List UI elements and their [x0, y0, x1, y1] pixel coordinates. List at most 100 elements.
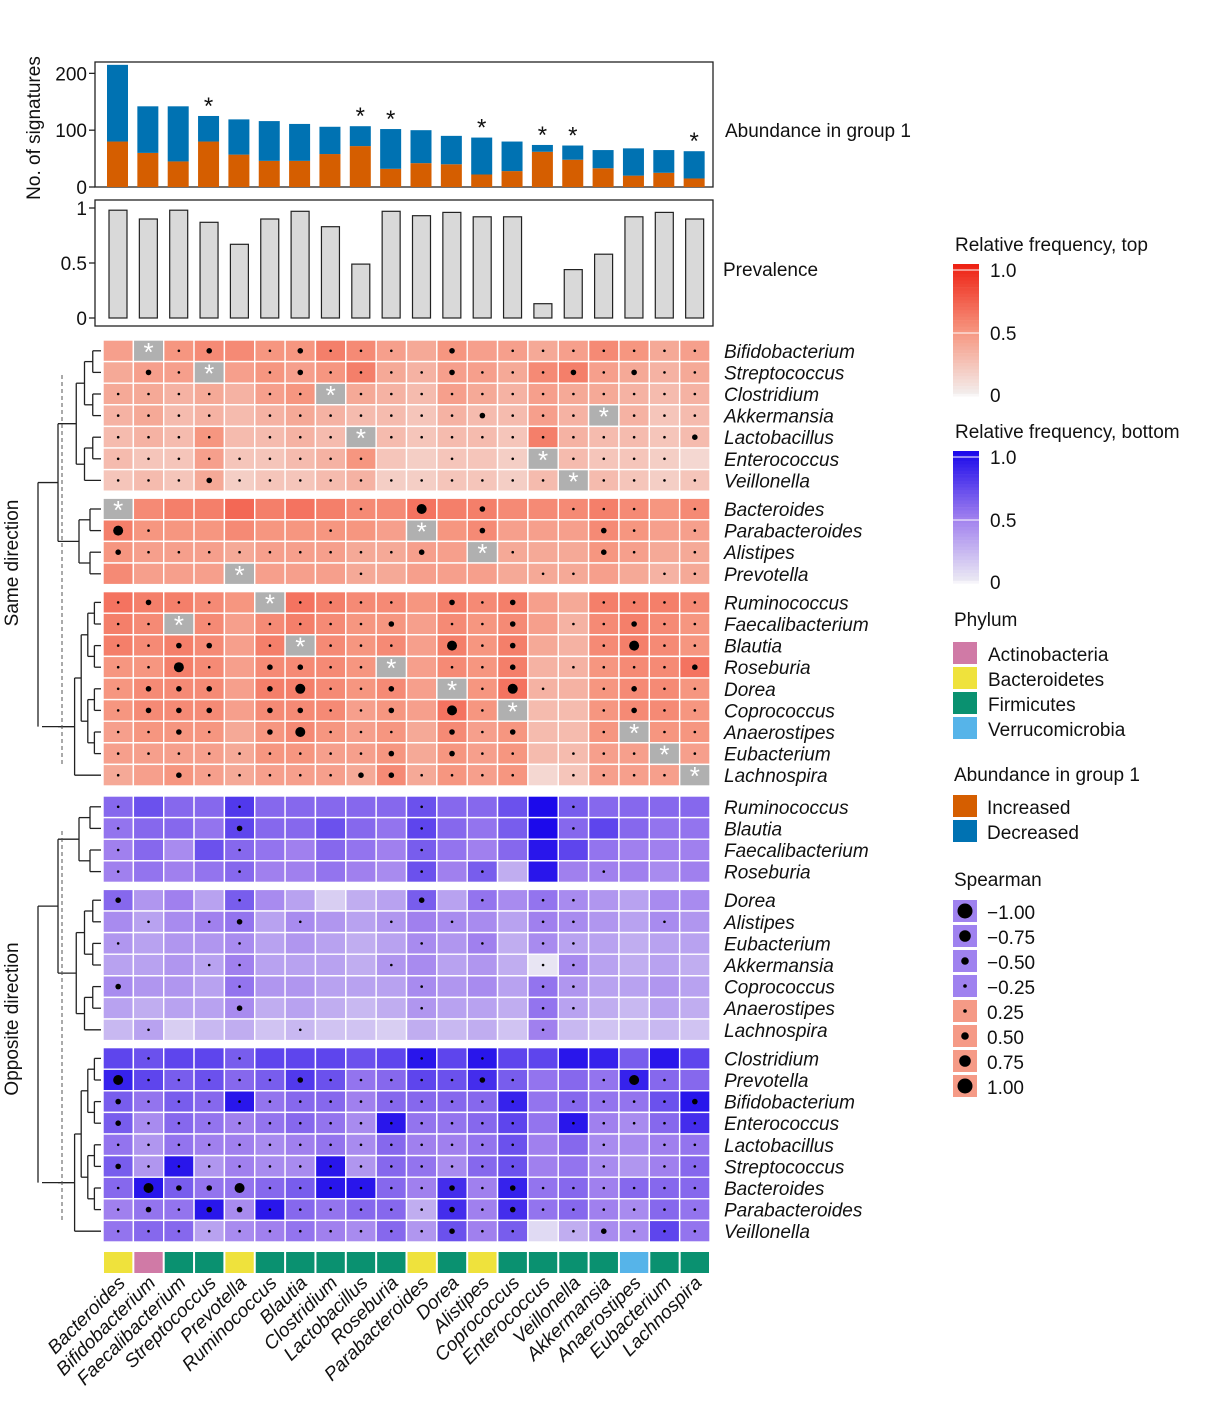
spearman-dot [541, 572, 545, 576]
spearman-dot [145, 707, 152, 714]
spearman-dot [329, 1208, 332, 1211]
spearman-dot [329, 435, 332, 439]
phylum-cell [407, 1252, 436, 1273]
spearman-dot [693, 709, 697, 712]
colorbar-red-step [953, 330, 979, 334]
phylum-cell [559, 1252, 588, 1273]
spearman-dot [450, 1165, 454, 1168]
heatmap-cell [132, 562, 165, 586]
legend-title-abundance: Abundance in group 1 [954, 765, 1140, 786]
spearman-dot [390, 601, 393, 604]
spearman-dot [115, 1120, 121, 1126]
spearman-dot [602, 371, 606, 374]
row-label: Akkermansia [723, 956, 834, 977]
self-asterisk: * [356, 423, 366, 453]
spearman-dot [147, 457, 150, 461]
spearman-dot [238, 1229, 241, 1233]
spearman-dot [359, 709, 363, 712]
row-label: Ruminococcus [724, 593, 849, 614]
heatmap-cell [436, 931, 468, 955]
spearman-dot [511, 773, 515, 777]
heatmap-cell [193, 1046, 226, 1070]
spearman-dot [298, 1208, 302, 1211]
spearman-dot [632, 349, 636, 353]
heatmap-cell [618, 816, 651, 840]
spearman-dot [600, 549, 607, 555]
spearman-dot [116, 414, 120, 417]
bar-increased [653, 172, 675, 187]
heatmap-cell [527, 655, 559, 679]
bar-decreased [228, 119, 250, 155]
colorbar-blue-step [953, 569, 979, 574]
colorbar-blue-step [953, 563, 979, 567]
heatmap-cell [648, 996, 681, 1020]
spearman-dot [268, 644, 272, 647]
spearman-dot [359, 644, 363, 647]
spearman-dot [329, 371, 332, 374]
spearman-dot [207, 550, 211, 554]
spearman-dot [238, 1143, 241, 1147]
spearman-dot [663, 457, 666, 461]
spearman-dot [147, 665, 150, 669]
spearman-dot [268, 435, 272, 439]
heatmap-cell [496, 795, 529, 819]
heatmap-cell [162, 816, 195, 840]
heatmap-cell [587, 1046, 620, 1070]
phylum-cell [680, 1252, 709, 1273]
spearman-dot [511, 414, 515, 417]
spearman-dot [572, 414, 575, 417]
spearman-dot [116, 827, 120, 830]
colorbar-red-step [953, 359, 979, 364]
heatmap-cell [314, 996, 347, 1020]
heatmap-cell [284, 996, 317, 1020]
colorbar-blue-step [953, 510, 979, 514]
heatmap-cell [223, 382, 256, 406]
spearman-dot [693, 507, 697, 511]
spearman-dot [449, 1228, 455, 1234]
colorbar-red-step [953, 382, 979, 387]
phylum-cell [528, 1252, 558, 1273]
spearman-dot [115, 983, 121, 990]
heatmap-cell [436, 519, 468, 543]
spearman-dot [420, 805, 423, 809]
spearman-dot [602, 644, 606, 647]
colorbar-red-step [953, 326, 979, 331]
heatmap-cell [436, 975, 468, 999]
spearman-dot [509, 621, 516, 627]
heatmap-cell [648, 888, 681, 912]
spearman-dot [541, 479, 545, 482]
spearman-dot [632, 752, 636, 755]
heatmap-cell [678, 860, 711, 884]
spearman-dot [238, 457, 241, 461]
spearman-dot [388, 750, 395, 757]
spearman-dot [116, 709, 120, 712]
spearman-legend-dot [959, 1055, 971, 1067]
spearman-dot [297, 1077, 304, 1083]
spearman-dot [632, 435, 636, 439]
spearman-dot [449, 369, 455, 376]
heatmap-cell [405, 677, 438, 701]
heatmap-cell [193, 519, 226, 543]
heatmap-cell [102, 996, 135, 1020]
spearman-dot [298, 1229, 302, 1233]
spearman-dot [481, 773, 484, 777]
spearman-dot [663, 730, 666, 734]
heatmap-cell [587, 816, 620, 840]
prevalence-bar [381, 210, 401, 319]
heatmap-cell [678, 975, 711, 999]
bar-decreased [562, 145, 584, 160]
spearman-dot [297, 369, 304, 376]
bar-increased [289, 160, 311, 187]
colorbar-blue-step [953, 500, 979, 505]
spearman-dot [481, 1100, 484, 1103]
spearman-dot [511, 1078, 515, 1082]
heatmap-cell [102, 953, 135, 977]
heatmap-cell [132, 795, 165, 819]
spearman-dot [602, 622, 606, 626]
heatmap-cell [314, 838, 347, 862]
spearman-dot [147, 529, 150, 532]
colorbar-red-step [953, 267, 979, 271]
spearman-dot [481, 942, 484, 945]
phylum-cell [377, 1252, 406, 1273]
spearman-dot [572, 1208, 575, 1211]
